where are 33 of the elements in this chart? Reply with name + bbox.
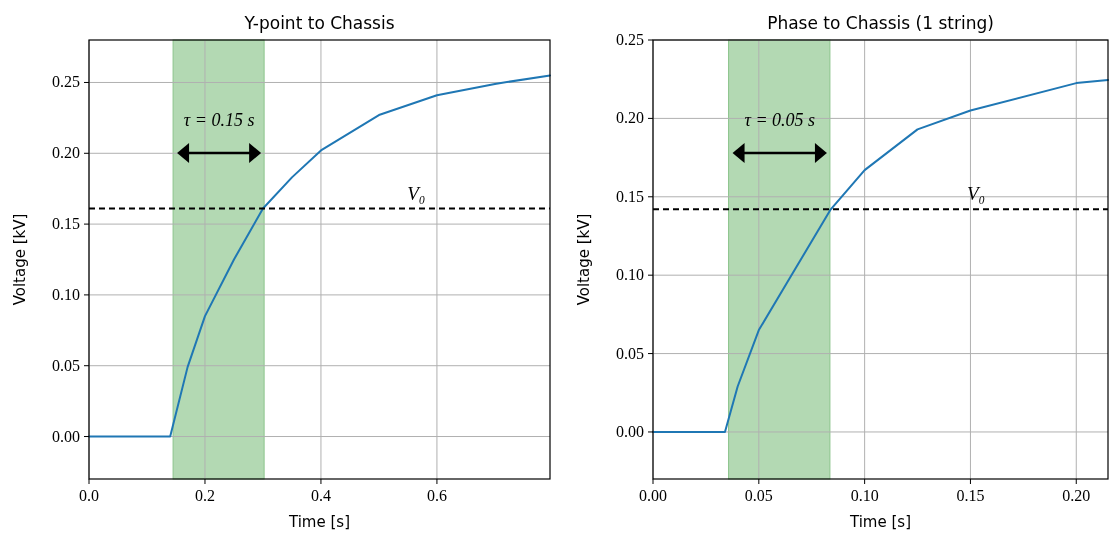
x-tick-label: 0.2 — [194, 487, 215, 504]
y-tick-label: 0.10 — [616, 266, 644, 284]
y-tick-label: 0.05 — [616, 344, 644, 362]
y-tick-label: 0.25 — [52, 73, 80, 91]
y-axis-title: Voltage [kV] — [11, 213, 29, 306]
y-tick-label: 0.05 — [52, 356, 80, 374]
line-series — [652, 78, 1109, 433]
y-tick-label: 0.20 — [616, 109, 644, 127]
y-tick-label: 0.20 — [52, 144, 80, 162]
x-axis-title: Time [s] — [849, 513, 911, 531]
y-axis-title: Voltage [kV] — [575, 213, 593, 306]
y-tick-label: 0.00 — [616, 422, 644, 440]
x-tick-label: 0.15 — [956, 487, 985, 504]
x-tick-label: 0.20 — [1062, 487, 1091, 504]
chart-title: Y-point to Chassis — [243, 13, 395, 33]
band-label: τ = 0.05 s — [744, 110, 816, 130]
y-tick-label: 0.15 — [52, 215, 80, 233]
y-tick-label: 0.25 — [616, 31, 644, 48]
x-tick-label: 0.05 — [744, 487, 773, 504]
x-tick-label: 0.6 — [426, 487, 447, 504]
y-tick-label: 0.10 — [52, 285, 80, 303]
ref-line-label: V₀ — [966, 183, 986, 205]
x-tick-label: 0.10 — [850, 487, 879, 504]
x-axis-title: Time [s] — [288, 513, 350, 531]
x-tick-label: 0.4 — [310, 487, 331, 504]
band-label: τ = 0.15 s — [183, 110, 255, 130]
y-tick-label: 0.00 — [52, 427, 80, 445]
y-tick-label: 0.15 — [616, 187, 644, 205]
line-series — [88, 74, 551, 438]
x-tick-label: 0.00 — [639, 487, 667, 504]
x-tick-label: 0.0 — [79, 487, 99, 504]
ref-line-label: V₀ — [407, 182, 426, 204]
chart-title: Phase to Chassis (1 string) — [767, 13, 994, 33]
